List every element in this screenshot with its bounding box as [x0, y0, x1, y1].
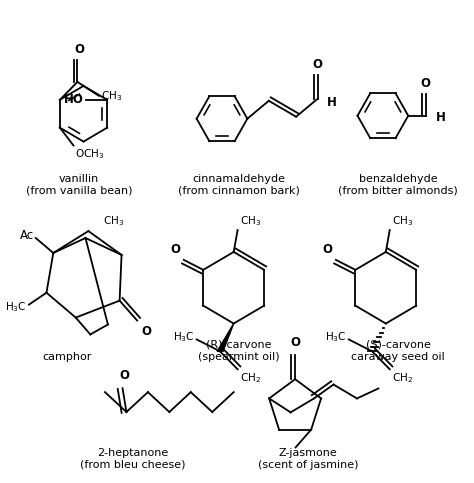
Text: H$_3$C: H$_3$C: [325, 330, 347, 344]
Text: H: H: [436, 111, 446, 124]
Text: H$_3$C: H$_3$C: [173, 330, 195, 344]
Polygon shape: [217, 324, 234, 351]
Text: CH$_3$: CH$_3$: [101, 89, 122, 103]
Text: O: O: [119, 369, 129, 382]
Text: Z-jasmone
(scent of jasmine): Z-jasmone (scent of jasmine): [258, 448, 358, 469]
Text: O: O: [421, 77, 431, 90]
Text: CH$_3$: CH$_3$: [392, 214, 413, 228]
Text: O: O: [290, 336, 300, 349]
Text: H$_3$C: H$_3$C: [5, 300, 27, 313]
Text: O: O: [312, 58, 322, 71]
Text: O: O: [74, 43, 84, 56]
Text: benzaldehyde
(from bitter almonds): benzaldehyde (from bitter almonds): [338, 174, 458, 196]
Text: CH$_3$: CH$_3$: [239, 214, 261, 228]
Text: OCH$_3$: OCH$_3$: [75, 147, 105, 161]
Text: vanillin
(from vanilla bean): vanillin (from vanilla bean): [26, 174, 132, 196]
Text: HO: HO: [64, 93, 84, 106]
Text: CH$_2$: CH$_2$: [392, 371, 413, 385]
Text: Ac: Ac: [19, 228, 34, 242]
Text: (R)-carvone
(spearmint oil): (R)-carvone (spearmint oil): [198, 340, 279, 362]
Text: (S)-carvone
caraway seed oil: (S)-carvone caraway seed oil: [351, 340, 445, 362]
Text: camphor: camphor: [43, 352, 92, 362]
Text: 2-heptanone
(from bleu cheese): 2-heptanone (from bleu cheese): [80, 448, 185, 469]
Text: cinnamaldehyde
(from cinnamon bark): cinnamaldehyde (from cinnamon bark): [178, 174, 300, 196]
Text: CH$_3$: CH$_3$: [103, 214, 124, 228]
Text: H: H: [328, 96, 337, 109]
Text: O: O: [141, 325, 151, 338]
Text: O: O: [322, 243, 332, 256]
Text: O: O: [170, 243, 180, 256]
Text: CH$_2$: CH$_2$: [239, 371, 261, 385]
